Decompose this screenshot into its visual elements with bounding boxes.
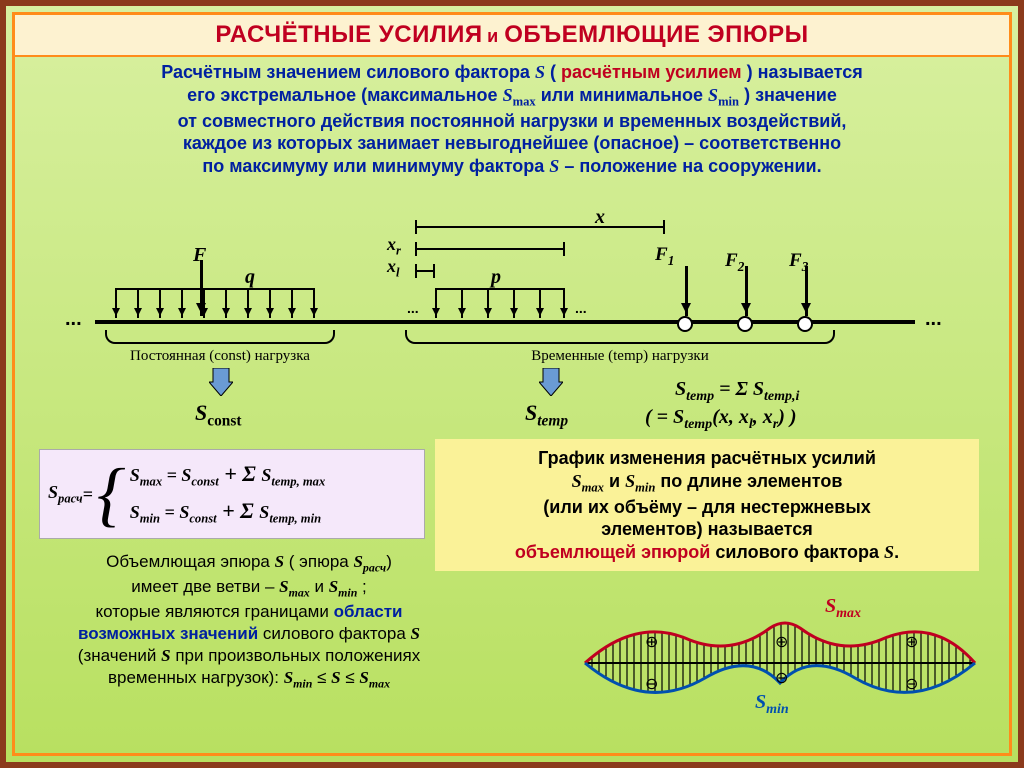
env-l4: элементов) называется	[445, 518, 969, 541]
ll-l6: временных нагрузок): Smin ≤ S ≤ Smax	[39, 667, 459, 692]
def-l2-smin-sub: min	[718, 94, 739, 108]
arrow-down-const	[209, 368, 233, 396]
def-l2c: ) значение	[744, 85, 837, 105]
def-l1c: ) называется	[747, 62, 863, 82]
formula-stemp-sum: Stemp = Σ Stemp,i	[675, 378, 799, 405]
dots-left: ...	[65, 308, 82, 331]
def-l2a: его экстремальное (максимальное	[187, 85, 502, 105]
title-part1: РАСЧЁТНЫЕ УСИЛИЯ	[215, 21, 482, 48]
outer-frame: РАСЧЁТНЫЕ УСИЛИЯ и ОБЪЕМЛЮЩИЕ ЭПЮРЫ Расч…	[0, 0, 1024, 768]
def-l5a: по максимуму или минимуму фактора	[202, 156, 549, 176]
env-l1: График изменения расчётных усилий	[445, 447, 969, 470]
formula-stemp-fn: ( = Stemp(x, xl, xr) )	[645, 406, 797, 433]
def-l1-S: S	[535, 62, 545, 82]
ll-l2: имеет две ветви – Smax и Smin ;	[39, 576, 459, 601]
title-bar: РАСЧЁТНЫЕ УСИЛИЯ и ОБЪЕМЛЮЩИЕ ЭПЮРЫ	[15, 15, 1009, 57]
label-Sconst: Sconst	[195, 400, 241, 430]
brace-const-label: Постоянная (const) нагрузка	[105, 348, 335, 365]
label-F: F	[193, 244, 206, 267]
svg-text:⊕: ⊕	[775, 634, 788, 651]
dots-right: ...	[925, 308, 942, 331]
dim-xl-tick	[415, 270, 435, 272]
ll-l1: Объемлющая эпюра S ( эпюра Sрасч)	[39, 551, 459, 576]
svg-text:⊖: ⊖	[775, 670, 788, 687]
env-l5: объемлющей эпюрой силового фактора S.	[445, 541, 969, 564]
svg-text:⊖: ⊖	[905, 676, 918, 693]
label-F2: F2	[725, 250, 744, 275]
force-F2	[745, 266, 748, 316]
envelope-diagram: ⊕ ⊕ ⊕ ⊖ ⊖ ⊖ Smax Smin	[575, 603, 985, 723]
def-l2-smax-sub: max	[513, 94, 536, 108]
lower-left-block: Объемлющая эпюра S ( эпюра Sрасч) имеет …	[39, 551, 459, 692]
label-p: p	[491, 266, 501, 289]
label-Stemp: Stemp	[525, 400, 568, 430]
label-F1: F1	[655, 244, 674, 269]
ll-l3: которые являются границами области	[39, 601, 459, 623]
def-l2-smin: S	[708, 85, 718, 105]
brace-const	[105, 330, 335, 344]
env-l2: Smax и Smin по длине элементов	[445, 470, 969, 496]
def-l5-S: S	[549, 156, 559, 176]
dots-p-l: ...	[407, 300, 419, 316]
label-F3: F3	[789, 250, 808, 275]
env-label-smax: Smax	[825, 595, 861, 622]
ll-l4: возможных значений силового фактора S	[39, 623, 459, 645]
arrow-down-temp	[539, 368, 563, 396]
def-l2b: или минимальное	[541, 85, 708, 105]
def-l1b: (	[550, 62, 556, 82]
formula-eq: =	[83, 484, 93, 505]
def-l1a: Расчётным значением силового фактора	[161, 62, 535, 82]
brace-temp	[405, 330, 835, 344]
beam-diagram: ... ... F q p ... ...	[45, 230, 979, 430]
title-part2: ОБЪЕМЛЮЩИЕ ЭПЮРЫ	[504, 21, 808, 48]
label-xl: xl	[387, 256, 400, 281]
brace-temp-label: Временные (temp) нагрузки	[405, 348, 835, 365]
env-l3: (или их объёму – для нестержневых	[445, 496, 969, 519]
label-q: q	[245, 266, 255, 289]
svg-text:⊕: ⊕	[905, 634, 918, 651]
def-l1-red: расчётным усилием	[561, 62, 742, 82]
dist-load-q	[115, 288, 315, 320]
def-l2-smax: S	[503, 85, 513, 105]
formula-box: Sрасч = { Smax = Sconst + Σ Stemp, max S…	[39, 449, 425, 539]
label-x: x	[595, 206, 605, 229]
svg-text:⊖: ⊖	[645, 676, 658, 693]
force-F	[200, 260, 203, 316]
beam-line	[95, 320, 915, 324]
dim-xr	[415, 248, 565, 250]
formula-lhs: Sрасч	[48, 482, 83, 507]
svg-text:⊕: ⊕	[645, 634, 658, 651]
envelope-def-box: График изменения расчётных усилий Smax и…	[435, 439, 979, 571]
def-l5b: – положение на сооружении.	[564, 156, 821, 176]
title-and: и	[487, 26, 504, 46]
env-label-smin: Smin	[755, 691, 789, 718]
formula-brace: {	[97, 453, 126, 536]
formula-rows: Smax = Sconst + Σ Stemp, max Smin = Scon…	[130, 461, 326, 526]
ll-l5: (значений S при произвольных положениях	[39, 645, 459, 667]
def-l3: от совместного действия постоянной нагру…	[45, 110, 979, 133]
dots-p-r: ...	[575, 300, 587, 316]
definition-block: Расчётным значением силового фактора S (…	[15, 57, 1009, 183]
dist-load-p	[435, 288, 565, 320]
inner-frame: РАСЧЁТНЫЕ УСИЛИЯ и ОБЪЕМЛЮЩИЕ ЭПЮРЫ Расч…	[12, 12, 1012, 756]
label-xr: xr	[387, 234, 401, 259]
force-F1	[685, 266, 688, 316]
dim-x	[415, 226, 665, 228]
def-l4: каждое из которых занимает невыгоднейшее…	[45, 132, 979, 155]
